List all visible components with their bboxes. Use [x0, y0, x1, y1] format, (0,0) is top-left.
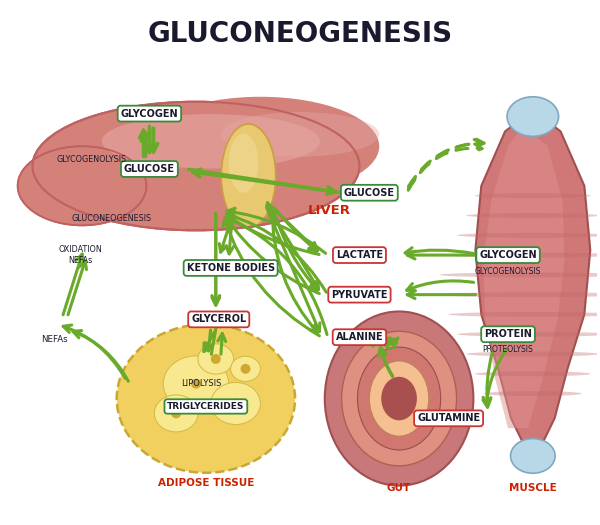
Text: GLYCOGEN: GLYCOGEN	[479, 250, 537, 260]
Circle shape	[241, 364, 250, 374]
Ellipse shape	[102, 114, 320, 169]
Text: PROTEIN: PROTEIN	[484, 329, 532, 339]
Ellipse shape	[358, 347, 440, 450]
Circle shape	[171, 408, 181, 418]
Ellipse shape	[325, 311, 473, 486]
Text: GLYCEROL: GLYCEROL	[191, 314, 247, 324]
Text: GLYCOGEN: GLYCOGEN	[121, 109, 178, 119]
Ellipse shape	[466, 352, 599, 356]
Text: GLYCOGENOLYSIS: GLYCOGENOLYSIS	[57, 154, 127, 164]
Text: GLUTAMINE: GLUTAMINE	[417, 413, 480, 423]
Text: GLUCOSE: GLUCOSE	[344, 188, 395, 198]
Ellipse shape	[163, 356, 229, 412]
Ellipse shape	[457, 233, 600, 238]
Ellipse shape	[439, 272, 600, 277]
Ellipse shape	[457, 332, 600, 337]
Text: GLUCOSE: GLUCOSE	[124, 164, 175, 174]
Ellipse shape	[439, 292, 600, 297]
Circle shape	[211, 354, 221, 364]
Text: ADIPOSE TISSUE: ADIPOSE TISSUE	[158, 478, 254, 488]
Ellipse shape	[484, 391, 582, 396]
Ellipse shape	[32, 102, 359, 230]
Ellipse shape	[448, 253, 600, 258]
Text: GUT: GUT	[387, 482, 411, 492]
Ellipse shape	[17, 146, 146, 225]
Ellipse shape	[475, 193, 591, 198]
Text: KETONE BODIES: KETONE BODIES	[187, 263, 275, 273]
Ellipse shape	[381, 377, 417, 421]
Ellipse shape	[221, 124, 276, 228]
PathPatch shape	[475, 110, 590, 463]
Ellipse shape	[466, 213, 599, 218]
PathPatch shape	[483, 127, 565, 428]
Text: PYRUVATE: PYRUVATE	[331, 290, 388, 300]
Circle shape	[230, 398, 241, 408]
Ellipse shape	[154, 395, 198, 432]
Ellipse shape	[198, 344, 233, 374]
Ellipse shape	[370, 361, 429, 436]
Text: GLUCONEOGENESIS: GLUCONEOGENESIS	[71, 214, 152, 223]
Circle shape	[191, 379, 201, 388]
Ellipse shape	[230, 356, 260, 382]
Text: GLYCOGENOLYSIS: GLYCOGENOLYSIS	[475, 267, 541, 276]
Ellipse shape	[448, 312, 600, 317]
Ellipse shape	[341, 331, 457, 466]
Ellipse shape	[229, 133, 259, 193]
Text: NEFAs: NEFAs	[41, 334, 68, 344]
Ellipse shape	[475, 371, 591, 376]
Text: LACTATE: LACTATE	[336, 250, 383, 260]
Ellipse shape	[142, 97, 379, 196]
Text: GLUCONEOGENESIS: GLUCONEOGENESIS	[148, 20, 452, 48]
Text: ALANINE: ALANINE	[335, 332, 383, 342]
Ellipse shape	[117, 324, 295, 472]
Text: LIVER: LIVER	[308, 204, 351, 217]
Text: TRIGLYCERIDES: TRIGLYCERIDES	[167, 402, 245, 411]
Text: MUSCLE: MUSCLE	[509, 482, 557, 492]
Ellipse shape	[221, 112, 379, 156]
Ellipse shape	[511, 438, 555, 473]
Text: OXIDATION
NEFAs: OXIDATION NEFAs	[58, 245, 102, 265]
Ellipse shape	[507, 97, 559, 136]
Text: PROTEOLYSIS: PROTEOLYSIS	[482, 344, 533, 353]
Ellipse shape	[211, 383, 260, 425]
Text: LIPOLYSIS: LIPOLYSIS	[181, 379, 221, 388]
